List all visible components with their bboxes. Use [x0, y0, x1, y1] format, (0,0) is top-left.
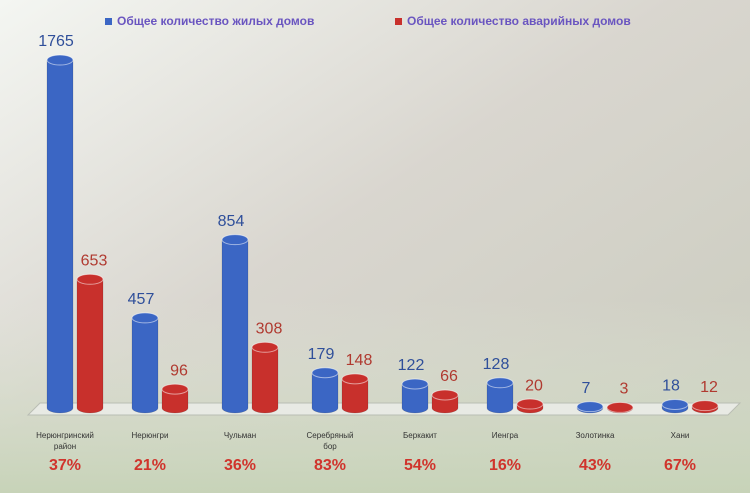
- bar: [131, 317, 159, 414]
- bar-cap: [691, 400, 719, 412]
- value-label: 128: [483, 356, 510, 373]
- bar: [486, 382, 514, 414]
- percent-label: 43%: [579, 457, 611, 474]
- value-label: 66: [440, 368, 458, 385]
- legend-label: Общее количество жилых домов: [117, 14, 314, 28]
- bar-cap: [401, 378, 429, 390]
- value-label: 179: [308, 346, 335, 363]
- bar-cap: [311, 367, 339, 379]
- percent-label: 16%: [489, 457, 521, 474]
- x-tick-label: Нерюнгри: [132, 431, 169, 440]
- value-label: 7: [582, 380, 591, 397]
- bar-cap: [76, 273, 104, 285]
- bar-cap: [131, 312, 159, 324]
- value-label: 18: [662, 378, 680, 395]
- bar-cap: [661, 398, 689, 410]
- value-label: 457: [128, 291, 155, 308]
- bar: [311, 372, 339, 414]
- bar: [341, 378, 369, 414]
- bar-cap: [161, 383, 189, 395]
- value-label: 122: [398, 357, 425, 374]
- percent-label: 67%: [664, 457, 696, 474]
- value-label: 308: [256, 320, 283, 337]
- value-label: 12: [700, 379, 718, 396]
- legend-swatch: [395, 18, 402, 25]
- x-tick-label: Чульман: [224, 431, 256, 440]
- value-label: 3: [620, 381, 629, 398]
- percent-label: 36%: [224, 457, 256, 474]
- x-tick-label: Нерюнгринский район: [36, 431, 94, 451]
- value-label: 20: [525, 377, 543, 394]
- bar-cap: [431, 389, 459, 401]
- bar-cap: [46, 54, 74, 66]
- percent-label: 21%: [134, 457, 166, 474]
- value-label: 1765: [38, 33, 74, 50]
- bar-cap: [516, 398, 544, 410]
- value-label: 148: [346, 352, 373, 369]
- bar-cap: [606, 401, 634, 413]
- percent-label: 54%: [404, 457, 436, 474]
- x-tick-label: Серебряный бор: [307, 431, 354, 451]
- percent-label: 83%: [314, 457, 346, 474]
- value-label: 653: [81, 252, 108, 269]
- bar-cap: [486, 377, 514, 389]
- bar-cap: [221, 234, 249, 246]
- bar: [221, 239, 249, 414]
- bar: [251, 347, 279, 414]
- x-tick-label: Хани: [671, 431, 690, 440]
- legend-swatch: [105, 18, 112, 25]
- bar: [161, 388, 189, 414]
- bar: [46, 59, 74, 414]
- bar-cap: [251, 341, 279, 353]
- value-label: 854: [218, 213, 245, 230]
- value-label: 96: [170, 362, 188, 379]
- bar: [76, 279, 104, 414]
- bar-cap: [576, 401, 604, 413]
- x-tick-label: Золотинка: [576, 431, 615, 440]
- x-tick-label: Иенгра: [492, 431, 519, 440]
- background-ground: [0, 300, 750, 493]
- percent-label: 37%: [49, 457, 81, 474]
- bar-cap: [341, 373, 369, 385]
- x-tick-label: Беркакит: [403, 431, 437, 440]
- bar: [401, 383, 429, 414]
- legend-label: Общее количество аварийных домов: [407, 14, 631, 28]
